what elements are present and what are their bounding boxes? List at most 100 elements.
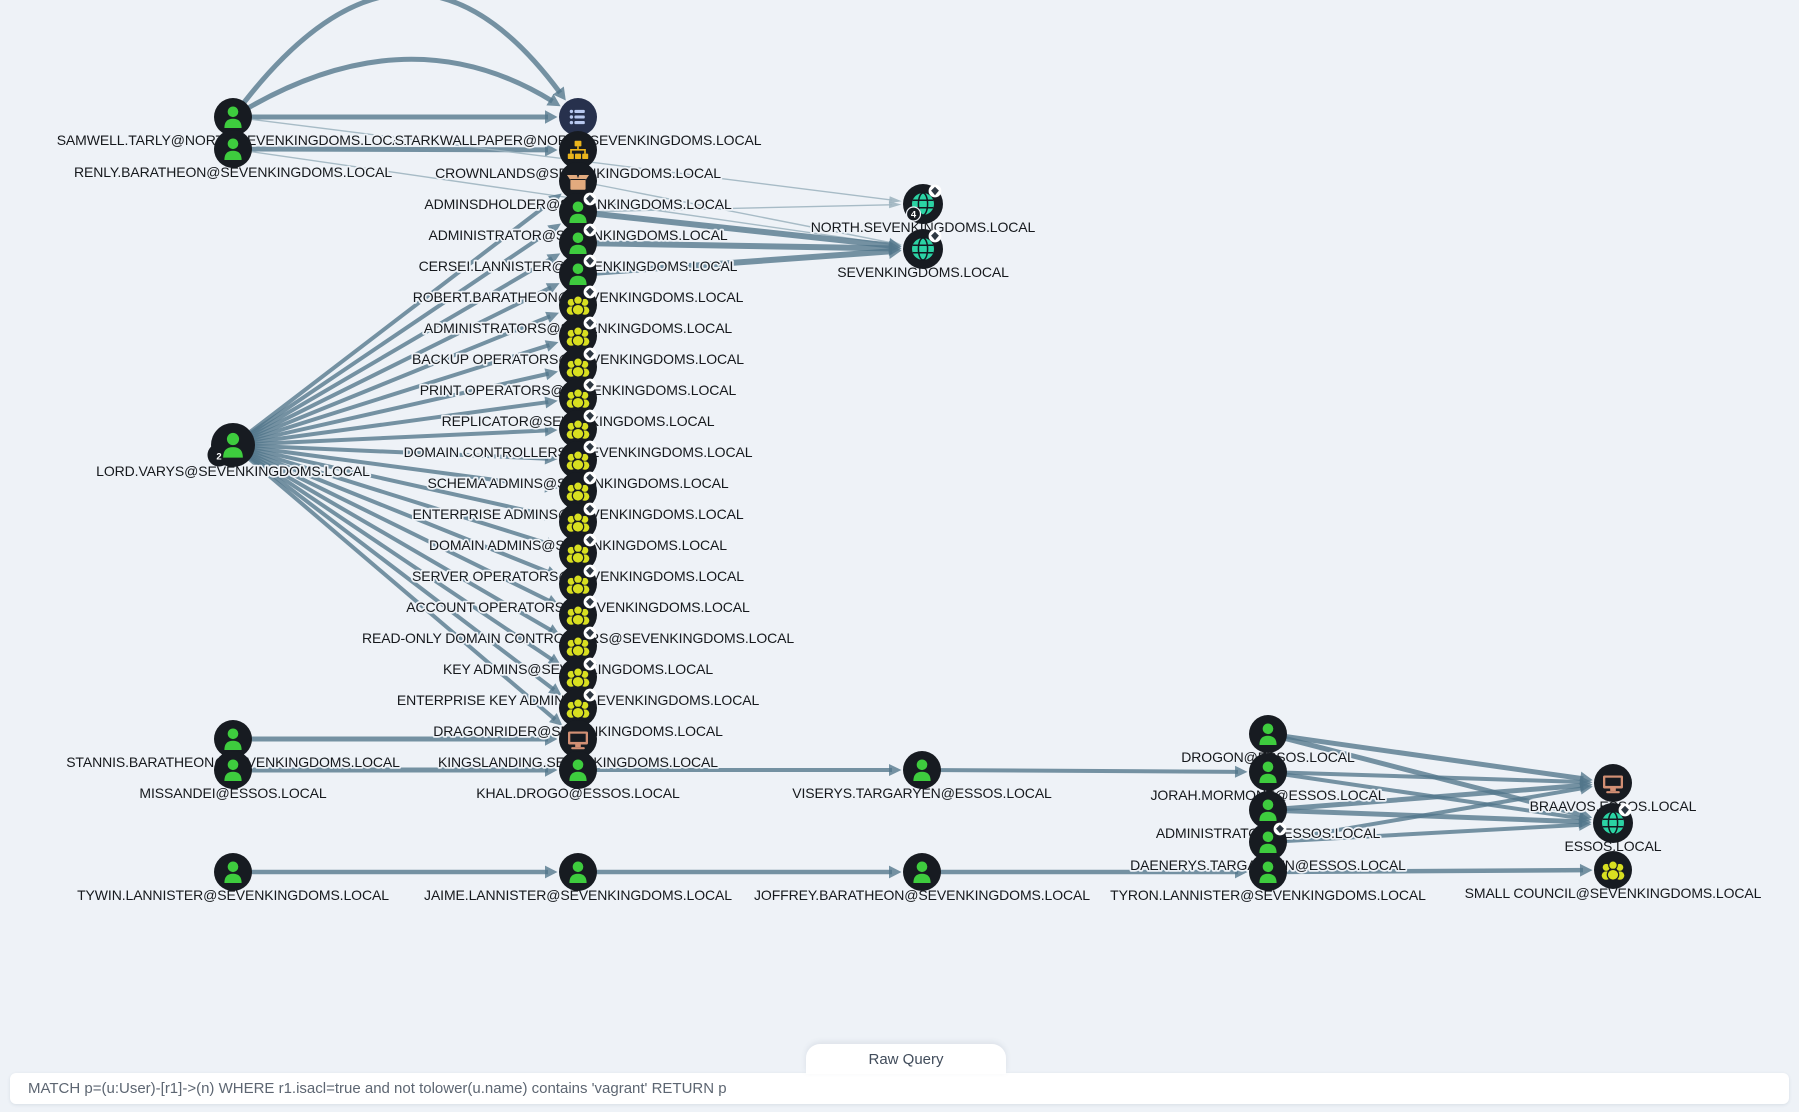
edge-samwell-starkwallpaper[interactable] [231, 56, 554, 120]
node-adminsdholder[interactable] [559, 162, 597, 200]
domain-icon [1602, 811, 1624, 835]
edge-admin7k-sevenkingdoms[interactable] [577, 209, 893, 249]
node-missandei[interactable] [214, 751, 252, 789]
edge-arrow-joffrey-tyron [1235, 865, 1248, 879]
edge-lordvarys-cersei[interactable] [231, 256, 554, 447]
node-daenerys[interactable] [1249, 822, 1287, 861]
edge-adminsdholder-sevenkingdoms[interactable] [577, 180, 893, 244]
edge-admin7k-north[interactable] [577, 204, 893, 213]
node-jaime[interactable] [559, 853, 597, 891]
node-kingslanding[interactable] [559, 720, 597, 758]
edge-daenerys-essos[interactable] [1267, 822, 1583, 844]
edge-arrow-viserys-jorah [1234, 765, 1248, 778]
tier-zero-gem-badge [1273, 822, 1287, 836]
user-icon [569, 232, 587, 254]
node-label-lordvarys: LORD.VARYS@SEVENKINGDOMS.LOCAL [96, 463, 370, 479]
node-viserys[interactable] [903, 751, 941, 789]
edge-lordvarys-domainadmins[interactable] [232, 443, 550, 518]
edges-layer [230, 0, 1593, 879]
edge-lordvarys-domaincontrollers[interactable] [232, 428, 549, 447]
node-jorah[interactable] [1249, 753, 1287, 791]
node-essos[interactable] [1593, 803, 1633, 843]
raw-query-tab[interactable]: Raw Query [806, 1044, 1006, 1074]
node-enterpriseadmins[interactable] [559, 471, 597, 510]
node-accountops[interactable] [559, 564, 597, 603]
user-icon [1259, 723, 1277, 745]
node-khal[interactable] [559, 751, 597, 789]
node-samwell[interactable] [214, 98, 252, 136]
node-tywin[interactable] [214, 853, 252, 891]
edge-lordvarys-entkeyadmins[interactable] [231, 443, 555, 662]
tier-zero-gem-badge [583, 378, 597, 392]
edge-daenerys-braavos[interactable] [1267, 786, 1584, 844]
edge-lordvarys-administrators[interactable] [232, 314, 551, 447]
node-cersei[interactable] [559, 223, 597, 262]
node-administrators[interactable] [559, 285, 597, 324]
node-label-tywin: TYWIN.LANNISTER@SEVENKINGDOMS.LOCAL [77, 887, 389, 903]
edge-lordvarys-replicator[interactable] [232, 400, 549, 447]
edge-arrow-tyron-smallcouncil [1579, 863, 1593, 877]
edge-robert-sevenkingdoms[interactable] [577, 248, 893, 277]
edge-lordvarys-serverops[interactable] [232, 443, 550, 546]
edge-renly-sevenkingdoms[interactable] [232, 148, 893, 246]
edge-viserys-jorah[interactable] [921, 768, 1239, 774]
edge-drogon-braavos[interactable] [1267, 731, 1584, 782]
node-starkwallpaper[interactable] [559, 98, 597, 136]
node-drogon[interactable] [1249, 715, 1287, 753]
edge-renly-crownlands[interactable] [232, 146, 549, 153]
node-joffrey[interactable] [903, 853, 941, 891]
edge-lordvarys-kingslanding[interactable] [231, 443, 557, 722]
node-crownlands[interactable] [559, 131, 597, 169]
node-smallcouncil[interactable] [1594, 851, 1632, 889]
node-tyron[interactable] [1249, 853, 1287, 891]
edge-lordvarys-printops[interactable] [232, 371, 550, 447]
tier-zero-gem-badge [583, 533, 597, 547]
edge-tyron-smallcouncil[interactable] [1267, 867, 1584, 875]
node-domainadmins[interactable] [559, 502, 597, 541]
edge-arrow-lordvarys-robert [545, 283, 560, 295]
ou-icon [567, 140, 589, 159]
node-serverops[interactable] [559, 533, 597, 572]
user-icon [569, 759, 587, 781]
node-robert[interactable] [559, 254, 597, 293]
node-label-viserys: VISERYS.TARGARYEN@ESSOS.LOCAL [792, 785, 1052, 801]
node-schemaadmins[interactable] [559, 440, 597, 479]
edge-cersei-sevenkingdoms[interactable] [577, 240, 893, 252]
node-admin7k[interactable] [559, 192, 597, 231]
edge-lordvarys-backupops[interactable] [232, 343, 550, 447]
edge-arrow-samwell-starkwallpaper [546, 93, 561, 107]
node-replicator[interactable] [559, 378, 597, 417]
node-backupops[interactable] [559, 316, 597, 355]
edge-lordvarys-enterpriseadmins[interactable] [232, 443, 549, 490]
node-rodc[interactable] [559, 595, 597, 634]
node-label-renly: RENLY.BARATHEON@SEVENKINGDOMS.LOCAL [74, 164, 392, 180]
node-entkeyadmins[interactable] [559, 657, 597, 696]
node-stannis[interactable] [214, 720, 252, 758]
tier-zero-gem-badge [583, 595, 597, 609]
edge-samwell-starkwallpaper[interactable] [230, 0, 563, 119]
edge-adminessos-braavos[interactable] [1267, 782, 1584, 813]
node-north[interactable]: 4 [903, 184, 943, 224]
raw-query-input[interactable] [10, 1073, 1789, 1104]
edge-lordvarys-accountops[interactable] [232, 443, 551, 575]
edge-lordvarys-schemaadmins[interactable] [232, 443, 549, 461]
edge-lordvarys-rodc[interactable] [232, 443, 552, 604]
edge-jorah-braavos[interactable] [1267, 770, 1584, 785]
node-dragonrider[interactable] [559, 688, 597, 727]
edge-lordvarys-keyadmins[interactable] [231, 443, 554, 633]
node-braavos[interactable] [1594, 764, 1632, 802]
node-sevenkingdoms[interactable] [903, 229, 943, 269]
node-domaincontrollers[interactable] [559, 409, 597, 448]
edge-lordvarys-admin7k[interactable] [231, 227, 555, 447]
node-renly[interactable] [214, 130, 252, 168]
node-adminessos[interactable] [1249, 791, 1287, 829]
node-printops[interactable] [559, 347, 597, 386]
edge-lordvarys-adminsdholder[interactable] [231, 197, 556, 447]
edge-lordvarys-robert[interactable] [232, 285, 553, 447]
node-keyadmins[interactable] [559, 626, 597, 665]
tier-zero-gem-badge [928, 229, 942, 243]
node-lordvarys[interactable]: 2 [207, 423, 256, 467]
edge-drogon-essos[interactable] [1267, 731, 1584, 818]
edge-lordvarys-dragonrider[interactable] [231, 443, 556, 692]
